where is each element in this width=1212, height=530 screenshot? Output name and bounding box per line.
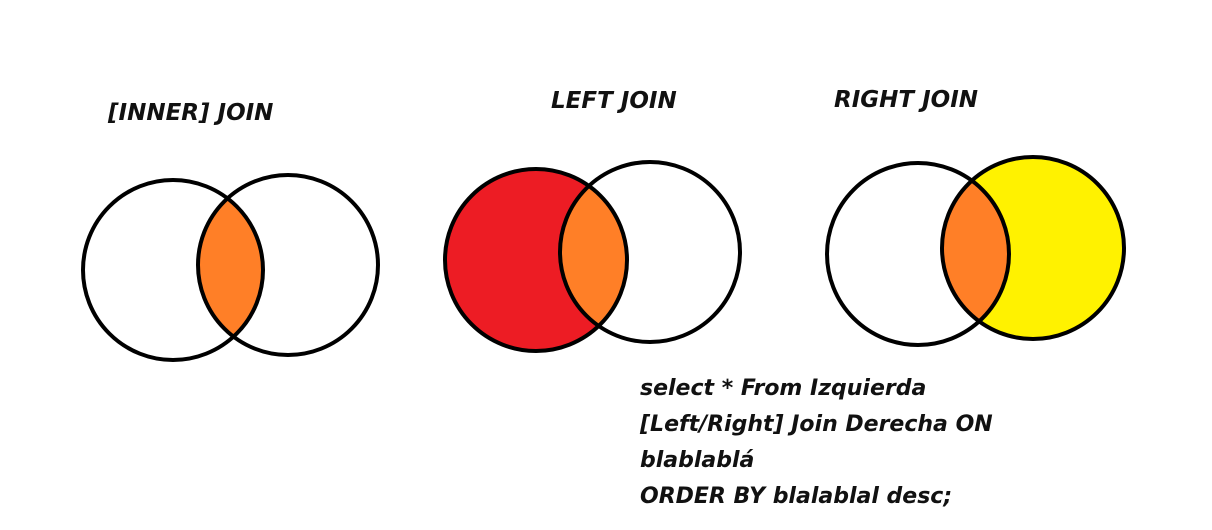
- left-join-title: LEFT JOIN: [551, 88, 677, 114]
- left-intersection: [560, 169, 627, 342]
- right-intersection: [942, 163, 1009, 339]
- inner-join-diagram: [81, 173, 380, 362]
- right-join-diagram: [825, 155, 1126, 347]
- left-join-diagram: [443, 160, 742, 353]
- inner-intersection: [198, 180, 263, 355]
- sql-line-3: blablablá: [640, 448, 755, 473]
- sql-line-1: select * From Izquierda: [640, 376, 927, 401]
- sql-line-4: ORDER BY blalablal desc;: [640, 484, 953, 509]
- right-join-title: RIGHT JOIN: [834, 87, 979, 113]
- sql-query: select * From Izquierda [Left/Right] Joi…: [640, 371, 993, 515]
- inner-join-title: [INNER] JOIN: [108, 100, 274, 126]
- sql-line-2: [Left/Right] Join Derecha ON: [640, 412, 993, 437]
